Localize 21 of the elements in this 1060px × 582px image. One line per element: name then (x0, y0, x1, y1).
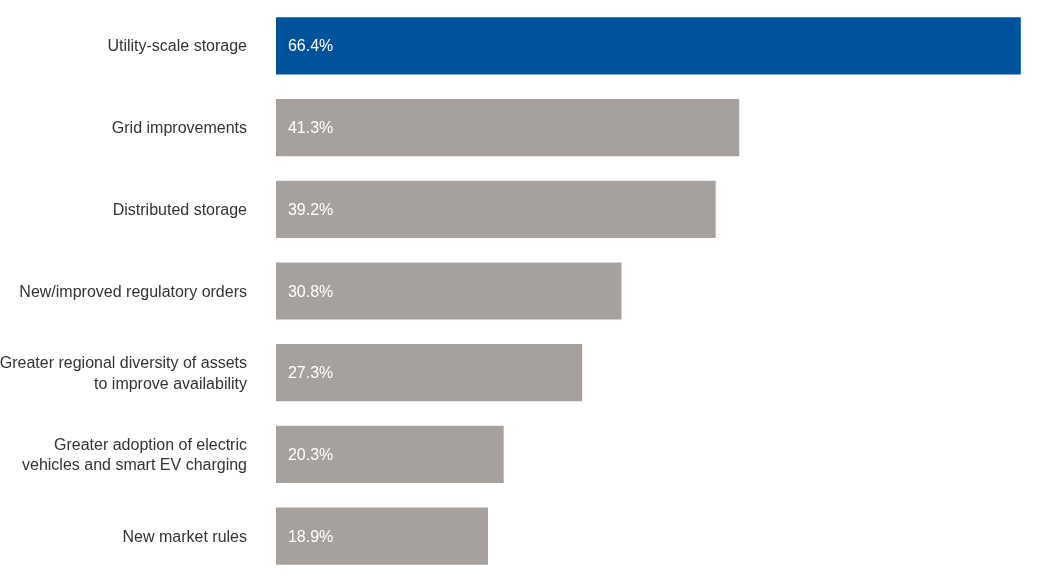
bar (276, 262, 622, 320)
y-tick-label: New/improved regulatory orders (19, 282, 247, 300)
y-tick-label: Greater regional diversity of assets to improve availability (0, 353, 247, 392)
data-label: 30.8% (279, 282, 334, 300)
bar (276, 17, 1021, 75)
data-label: 18.9% (279, 527, 334, 545)
data-label: 27.3% (279, 364, 334, 382)
bar (276, 344, 583, 402)
y-tick-label: Greater adoption of electric vehicles and smart EV charging (22, 435, 247, 474)
bar (276, 425, 504, 484)
data-label: 39.2% (279, 200, 334, 218)
y-tick-label: Distributed storage (112, 200, 248, 218)
y-tick-label: Utility-scale storage (107, 37, 248, 55)
data-label: 20.3% (279, 445, 334, 463)
data-label: 66.4% (279, 37, 334, 55)
y-tick-label: Grid improvements (111, 119, 247, 137)
bar (276, 180, 716, 238)
bar (276, 98, 740, 157)
y-tick-label: New market rules (122, 527, 247, 545)
data-label: 41.3% (279, 119, 334, 137)
bar (276, 507, 488, 565)
